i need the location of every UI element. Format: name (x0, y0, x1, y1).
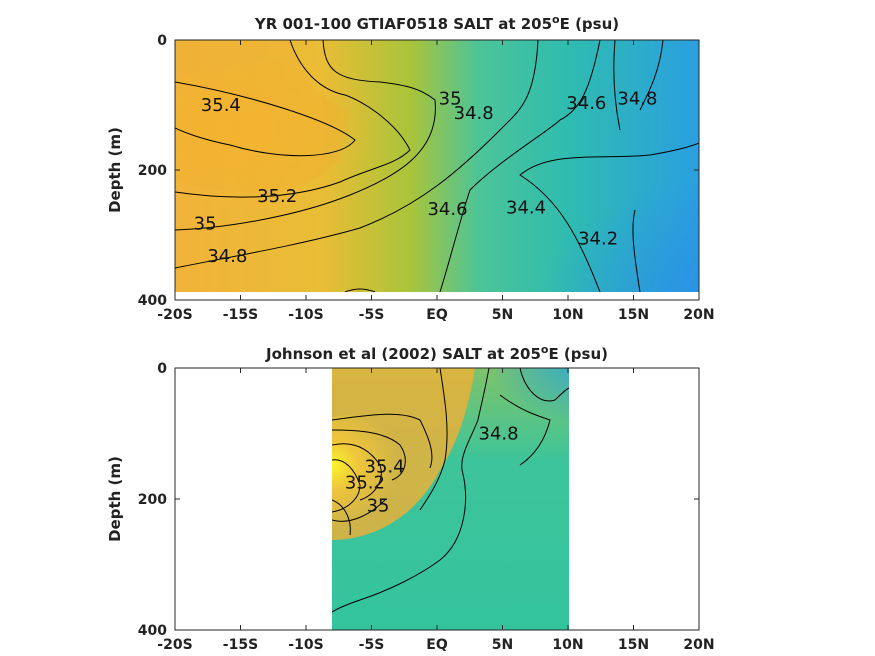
bottom-y-tick-label: 0 (157, 361, 167, 377)
bottom-salinity-field (332, 368, 569, 630)
top-panel: YR 001-100 GTIAF0518 SALT at 205oE (psu)… (106, 13, 715, 323)
top-contour-label: 35.2 (257, 186, 297, 207)
b-contour-5 (332, 499, 351, 536)
bottom-x-tick-label: 10N (552, 637, 583, 653)
bottom-y-tick-label: 200 (138, 492, 167, 508)
bottom-contour-label: 35.2 (345, 473, 385, 494)
bottom-axis-ticks: -20S -15S -10S -5S EQ 5N 10N 15N 20N 0 200 400 (138, 361, 715, 653)
top-contour-label: 35 (439, 89, 462, 110)
top-x-tick-label: 5N (492, 307, 513, 323)
bottom-panel: Johnson et al (2002) SALT at 205oE (psu)… (106, 343, 715, 653)
bottom-y-axis-label: Depth (m) (106, 456, 124, 542)
top-contour-label: 34.6 (427, 199, 467, 220)
contour-34-2 (632, 209, 641, 292)
bottom-x-tick-label: -15S (223, 637, 258, 653)
top-contour-label: 35 (194, 213, 217, 234)
top-contour-label: 34.6 (566, 93, 606, 114)
top-y-tick-label: 400 (138, 293, 167, 309)
top-x-tick-label: 10N (552, 307, 583, 323)
bottom-x-tick-label: EQ (426, 637, 448, 653)
top-contour-lines (175, 40, 699, 292)
top-salinity-field (175, 40, 699, 292)
top-x-tick-label: -10S (288, 307, 323, 323)
b-contour-6 (332, 499, 386, 522)
b-contour-8 (332, 368, 490, 613)
top-chart-title: YR 001-100 GTIAF0518 SALT at 205oE (psu) (254, 13, 619, 33)
bottom-x-tick-label: 20N (683, 637, 714, 653)
bottom-y-tick-label: 400 (138, 623, 167, 639)
contour-35-4 (175, 81, 356, 157)
top-axis-ticks: -20S -15S -10S -5S EQ 5N 10N 15N 20N 0 200 400 (138, 33, 715, 323)
b-contour-2 (332, 429, 406, 481)
top-contour-label: 34.8 (617, 89, 657, 110)
contour-35-2 (175, 40, 411, 198)
top-x-tick-label: -20S (157, 307, 192, 323)
bottom-contour-label: 35.4 (365, 456, 405, 477)
contour-34-4 (519, 142, 699, 292)
top-contour-label: 34.8 (207, 246, 247, 267)
top-y-tick-label: 0 (157, 33, 167, 49)
contour-34-8 (175, 40, 539, 269)
contour-34-6 (439, 40, 601, 292)
bottom-x-tick-label: 15N (618, 637, 649, 653)
bottom-x-tick-label: -20S (157, 637, 192, 653)
top-contour-label: 34.8 (454, 103, 494, 124)
bottom-chart-title: Johnson et al (2002) SALT at 205oE (psu) (265, 343, 608, 363)
top-x-tick-label: 20N (683, 307, 714, 323)
b-contour-3 (332, 443, 382, 501)
top-y-tick-label: 200 (138, 163, 167, 179)
contour-edge (344, 288, 376, 292)
bottom-x-tick-label: 5N (492, 637, 513, 653)
b-contour-9 (519, 368, 569, 402)
bottom-contour-lines (332, 368, 569, 613)
bottom-contour-label: 34.8 (479, 424, 519, 445)
top-x-tick-label: 15N (618, 307, 649, 323)
bottom-contour-label: 35 (367, 496, 390, 517)
top-contour-label: 34.4 (506, 198, 546, 219)
contour-35a (175, 40, 436, 231)
top-contour-label: 35.4 (201, 95, 241, 116)
top-contour-label: 34.2 (578, 228, 618, 249)
top-y-axis-label: Depth (m) (106, 127, 124, 213)
bottom-x-tick-label: -10S (288, 637, 323, 653)
contour-34-8b (639, 40, 664, 111)
contour-34-6b (613, 40, 621, 131)
b-contour-7 (419, 368, 448, 511)
b-contour-10 (499, 394, 551, 466)
top-x-tick-label: EQ (426, 307, 448, 323)
bottom-x-tick-label: -5S (359, 637, 385, 653)
b-contour-1 (332, 413, 433, 469)
top-x-tick-label: -15S (223, 307, 258, 323)
top-x-tick-label: -5S (359, 307, 385, 323)
